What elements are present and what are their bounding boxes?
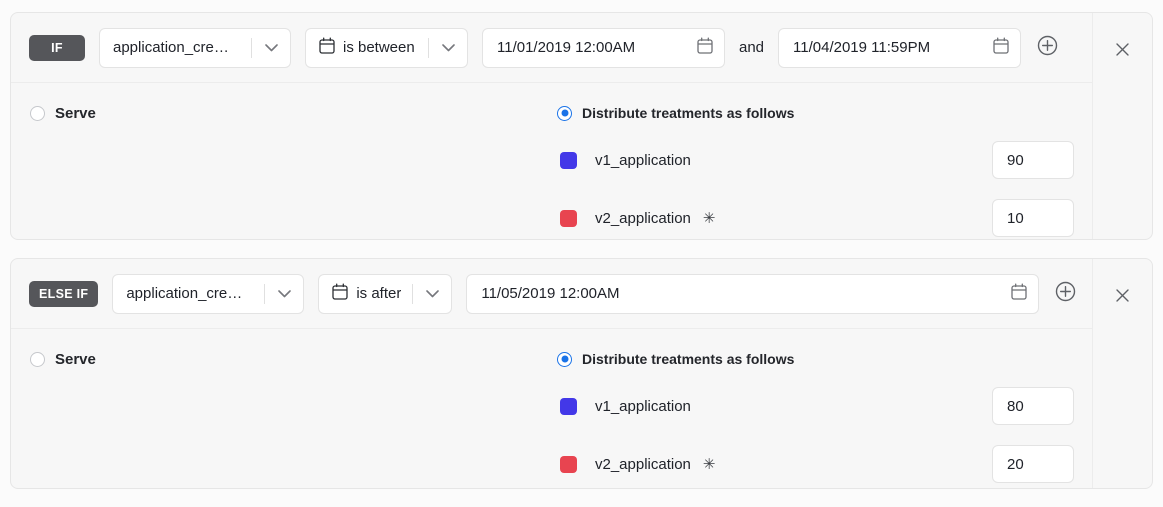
close-icon [1115, 288, 1130, 308]
calendar-icon[interactable] [1011, 283, 1027, 304]
rule-panel: ELSE IF application_creat… [10, 258, 1153, 489]
remove-rule-button[interactable] [1112, 41, 1134, 63]
treatment-flag-icon: ✳ [702, 455, 716, 473]
condition-row: IF application_creat… [11, 13, 1092, 83]
treatment-weight-input[interactable]: 10 [992, 199, 1074, 237]
remove-rule-column [1092, 259, 1152, 488]
treatment-row: v2_application ✳ 10 [557, 199, 1074, 237]
treatment-weight-input[interactable]: 90 [992, 141, 1074, 179]
treatment-name: v2_application [595, 209, 691, 227]
serve-option[interactable]: Serve [30, 351, 557, 368]
distribute-column: Distribute treatments as follows v1_appl… [557, 105, 1092, 239]
calendar-icon [319, 37, 335, 58]
attribute-select[interactable]: application_creat… [99, 27, 291, 68]
close-icon [1115, 42, 1130, 62]
rule-panel: IF application_creat… [10, 12, 1153, 240]
treatment-row: v2_application ✳ 20 [557, 445, 1074, 483]
treatment-weight-input[interactable]: 20 [992, 445, 1074, 483]
serve-label: Serve [55, 105, 96, 122]
serve-label: Serve [55, 351, 96, 368]
attribute-select[interactable]: application_creat… [112, 273, 305, 314]
serve-column: Serve [11, 351, 557, 488]
attribute-select-value: application_creat… [126, 285, 247, 302]
chevron-down-icon [252, 29, 290, 67]
start-date-value: 11/01/2019 12:00AM [497, 39, 636, 56]
distribute-radio[interactable] [557, 105, 572, 121]
end-date-input[interactable]: 11/04/2019 11:59PM [778, 27, 1022, 68]
start-date-value: 11/05/2019 12:00AM [481, 285, 620, 302]
treatment-name: v1_application [595, 151, 691, 169]
select-divider [251, 37, 252, 58]
serve-radio[interactable] [30, 352, 45, 367]
distribute-label: Distribute treatments as follows [582, 351, 795, 367]
remove-rule-column [1092, 13, 1152, 239]
treatment-name: v1_application [595, 397, 691, 415]
calendar-icon[interactable] [993, 37, 1009, 58]
distribute-option[interactable]: Distribute treatments as follows [557, 351, 1074, 367]
plus-circle-icon [1055, 281, 1076, 307]
start-date-input[interactable]: 11/01/2019 12:00AM [482, 27, 725, 68]
treatment-color-swatch [560, 209, 577, 227]
operator-select-value: is after [356, 285, 402, 302]
plus-circle-icon [1037, 35, 1058, 61]
treatment-weight-input[interactable]: 80 [992, 387, 1074, 425]
calendar-icon [332, 283, 348, 304]
operator-select-value: is between [343, 39, 415, 56]
rule-panel-main: IF application_creat… [11, 13, 1092, 239]
chevron-down-icon [429, 29, 467, 67]
start-date-input[interactable]: 11/05/2019 12:00AM [466, 273, 1039, 314]
operator-select[interactable]: is after [318, 273, 453, 314]
attribute-select-value: application_creat… [113, 39, 233, 56]
chevron-down-icon [265, 275, 303, 313]
serve-option[interactable]: Serve [30, 105, 557, 122]
treatment-color-swatch [560, 397, 577, 415]
treatment-color-swatch [560, 151, 577, 169]
serve-radio[interactable] [30, 106, 45, 121]
distribute-option[interactable]: Distribute treatments as follows [557, 105, 1074, 121]
conjunction-label: and [739, 39, 765, 56]
select-divider [428, 37, 429, 58]
treatment-row: v1_application 90 [557, 141, 1074, 179]
distribute-radio[interactable] [557, 351, 572, 367]
select-divider [264, 283, 266, 304]
distribute-label: Distribute treatments as follows [582, 105, 795, 121]
serve-column: Serve [11, 105, 557, 239]
treatment-name: v2_application [595, 455, 691, 473]
distribute-column: Distribute treatments as follows v1_appl… [557, 351, 1092, 488]
condition-row: ELSE IF application_creat… [11, 259, 1092, 329]
remove-rule-button[interactable] [1112, 287, 1134, 309]
chevron-down-icon [413, 275, 451, 313]
calendar-icon[interactable] [697, 37, 713, 58]
treatment-row: v1_application 80 [557, 387, 1074, 425]
rule-badge: IF [29, 34, 85, 61]
treatment-color-swatch [560, 455, 577, 473]
rule-body: Serve Distribute treatments as follows v… [11, 329, 1092, 488]
rule-panel-main: ELSE IF application_creat… [11, 259, 1092, 488]
operator-select[interactable]: is between [305, 27, 468, 68]
add-condition-button[interactable] [1054, 281, 1076, 307]
end-date-value: 11/04/2019 11:59PM [793, 39, 931, 56]
rule-body: Serve Distribute treatments as follows v… [11, 83, 1092, 239]
select-divider [412, 283, 414, 304]
treatment-flag-icon: ✳ [702, 209, 716, 227]
add-condition-button[interactable] [1036, 35, 1058, 61]
rule-badge: ELSE IF [29, 280, 99, 307]
